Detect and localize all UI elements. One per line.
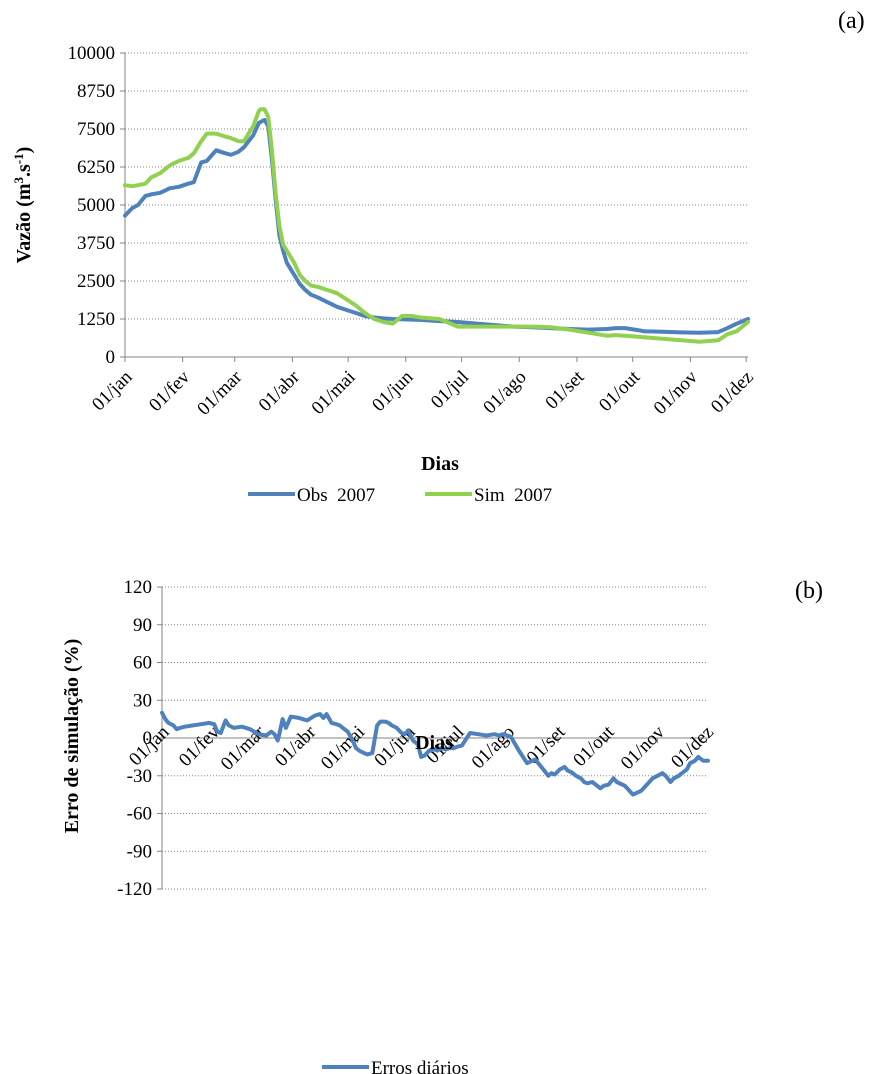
a-y-tick-label: 2500 xyxy=(77,271,115,292)
a-x-tick-label: 01/jul xyxy=(427,367,473,413)
a-y-tick-label: 5000 xyxy=(77,195,115,216)
a-series-line-1 xyxy=(123,107,750,344)
a-y-tick-label: 1250 xyxy=(77,309,115,330)
b-y-tick-label: -120 xyxy=(117,879,152,900)
b-y-tick-label: 0 xyxy=(143,728,153,749)
a-x-tick-label: 01/jan xyxy=(88,366,137,415)
a-y-tick-label: 7500 xyxy=(77,119,115,140)
b-y-tick-label: 30 xyxy=(133,690,152,711)
b-y-tick-label: -30 xyxy=(127,766,152,787)
b-x-tick-label: 01/ago xyxy=(468,722,519,773)
panel-label-a: (a) xyxy=(838,8,865,34)
legend-obs-label: Obs 2007 xyxy=(297,485,375,506)
b-y-tick-label: -60 xyxy=(127,804,152,825)
chart-b-y-axis-title: Erro de simulação (%) xyxy=(61,639,83,834)
chart-b-legend: Erros diários xyxy=(322,1058,469,1074)
a-x-tick-label: 01/abr xyxy=(255,366,305,416)
b-y-tick-label: 120 xyxy=(124,577,153,598)
b-x-tick-label: 01/dez xyxy=(667,722,718,773)
a-x-tick-label: 01/out xyxy=(595,366,645,416)
a-y-tick-label: 0 xyxy=(106,347,116,368)
b-series-line-0 xyxy=(160,710,710,797)
panel-label-b: (b) xyxy=(795,578,823,604)
a-x-tick-label: 01/set xyxy=(541,366,588,413)
chart-a-y-tick-labels: 0 1250 2500 3750 5000 6250 7500 8750 10000 xyxy=(68,43,116,368)
b-x-tick-label: 01/nov xyxy=(617,721,670,774)
a-x-tick-label: 01/nov xyxy=(650,366,703,419)
chart-a-y-axis-title: Vazão (m3.s-1) xyxy=(11,147,35,264)
chart-b-x-axis-title: Dias xyxy=(415,732,453,754)
legend-sim-label: Sim 2007 xyxy=(474,485,552,506)
a-x-tick-label: 01/ago xyxy=(479,367,530,418)
b-y-tick-label: 60 xyxy=(133,653,152,674)
b-y-tick-label: 90 xyxy=(133,615,152,636)
a-y-tick-label: 10000 xyxy=(68,43,116,64)
chart-a-vazao: 0 1250 2500 3750 5000 6250 7500 8750 10000 01/ja… xyxy=(11,43,758,506)
a-y-tick-label: 8750 xyxy=(77,81,115,102)
chart-b-y-tick-labels: -120 -90 -60 -30 0 30 60 90 120 xyxy=(117,577,152,900)
b-x-tick-label: 01/out xyxy=(569,721,619,771)
a-x-tick-label: 01/fev xyxy=(145,366,195,416)
chart-a-x-axis-title: Dias xyxy=(421,453,459,475)
a-x-tick-label: 01/mai xyxy=(308,367,360,419)
a-y-tick-label: 6250 xyxy=(77,157,115,178)
a-series-line-0 xyxy=(123,117,750,335)
a-x-tick-label: 01/mar xyxy=(193,366,246,419)
b-y-tick-label: -90 xyxy=(127,841,152,862)
chart-a-legend: Obs 2007 Sim 2007 xyxy=(248,485,552,506)
chart-b-gridlines xyxy=(157,586,708,890)
a-x-tick-label: 01/jun xyxy=(368,366,418,416)
legend-erro-label: Erros diários xyxy=(371,1058,469,1074)
chart-a-x-tick-labels: 01/jan 01/fev 01/mar 01/abr 01/mai 01/jun 01/j… xyxy=(88,357,758,420)
chart-a-series xyxy=(123,107,750,344)
a-x-tick-label: 01/dez xyxy=(707,367,758,418)
chart-a-gridlines xyxy=(120,52,748,358)
chart-b-series xyxy=(160,710,710,797)
a-y-tick-label: 3750 xyxy=(77,233,115,254)
